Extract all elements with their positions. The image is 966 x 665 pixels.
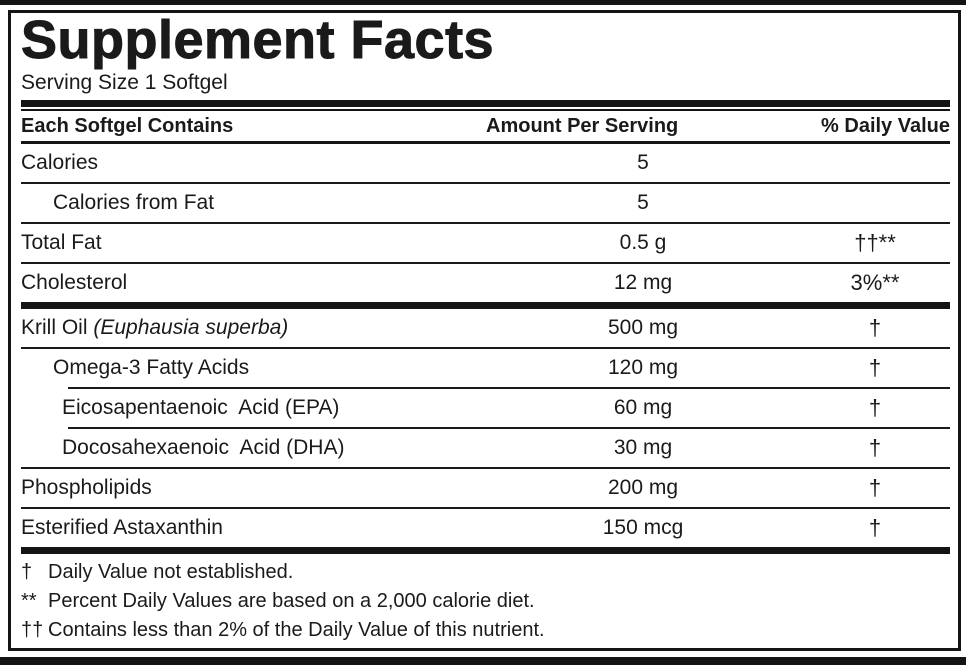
footnote-symbol: †† [21,619,44,641]
nutrient-name: Total Fat [21,231,102,254]
row-divider [21,222,950,224]
row-divider-indented [68,427,950,429]
table-row-phospholipids: Phospholipids 200 mg † [21,469,950,507]
row-divider [21,467,950,469]
thick-section-bar [21,302,950,309]
footnote-asterisks: ** Percent Daily Values are based on a 2… [21,587,950,616]
daily-value-cell: ††** [854,230,896,255]
thick-section-bar [21,547,950,554]
footnotes-section: † Daily Value not established. ** Percen… [21,554,950,645]
nutrient-name: Esterified Astaxanthin [21,516,223,539]
table-row-cholesterol: Cholesterol 12 mg 3%** [21,264,950,302]
row-divider [21,347,950,349]
footnote-text: Percent Daily Values are based on a 2,00… [48,590,535,612]
nutrient-name: Cholesterol [21,271,128,294]
table-row-calories-from-fat: Calories from Fat 5 [21,184,950,222]
column-header-contains: Each Softgel Contains [21,114,234,137]
table-row-total-fat: Total Fat 0.5 g ††** [21,224,950,262]
nutrient-name: Calories [21,151,99,174]
row-divider-indented [68,387,950,389]
table-row-krill-oil: Krill Oil (Euphausia superba) 500 mg † [21,309,950,347]
bottom-black-strip [0,657,966,665]
supplement-facts-panel: Supplement Facts Serving Size 1 Softgel … [8,10,961,651]
footnote-symbol: † [21,561,33,583]
column-header-row: Each Softgel Contains Amount Per Serving… [21,111,950,141]
nutrient-name: Docosahexaenoic Acid (DHA) [62,436,345,459]
nutrient-name: Krill Oil (Euphausia superba) [21,316,486,340]
amount-cell: 5 [637,151,649,174]
amount-cell: 200 mg [607,476,679,499]
thick-thin-divider [21,100,950,111]
table-row-omega-3: Omega-3 Fatty Acids 120 mg † [21,349,950,387]
daily-value-cell: † [868,475,882,500]
footnote-double-dagger: †† Contains less than 2% of the Daily Va… [21,616,950,645]
footnote-dagger: † Daily Value not established. [21,558,950,587]
header-divider [21,141,950,144]
nutrient-name: Eicosapentaenoic Acid (EPA) [62,396,340,419]
row-divider [21,262,950,264]
amount-cell: 500 mg [607,316,679,339]
table-row-dha: Docosahexaenoic Acid (DHA) 30 mg † [21,429,950,467]
daily-value-cell: 3%** [850,270,900,295]
panel-title: Supplement Facts [21,10,495,70]
daily-value-cell: † [868,395,882,420]
nutrient-name: Calories from Fat [53,191,215,214]
nutrient-name: Omega-3 Fatty Acids [53,356,250,379]
daily-value-cell: † [868,435,882,460]
footnote-symbol: ** [21,590,37,612]
amount-cell: 60 mg [613,396,673,419]
footnote-text: Contains less than 2% of the Daily Value… [48,619,545,641]
amount-cell: 0.5 g [619,231,667,254]
amount-cell: 150 mcg [602,516,684,539]
daily-value-cell: † [868,315,882,340]
column-header-daily-value: % Daily Value [821,114,950,137]
row-divider [21,182,950,184]
amount-cell: 30 mg [613,436,673,459]
amount-cell: 120 mg [607,356,679,379]
table-row-epa: Eicosapentaenoic Acid (EPA) 60 mg † [21,389,950,427]
nutrient-name: Phospholipids [21,476,152,499]
column-header-amount: Amount Per Serving [486,114,679,137]
serving-size-text: Serving Size 1 Softgel [21,71,228,94]
daily-value-cell: † [868,355,882,380]
daily-value-cell: † [868,515,882,540]
amount-cell: 12 mg [613,271,673,294]
row-divider [21,507,950,509]
top-black-strip [0,0,966,5]
nutrient-name-main: Krill Oil [21,316,94,339]
amount-cell: 5 [637,191,649,214]
table-row-esterified-astaxanthin: Esterified Astaxanthin 150 mcg † [21,509,950,547]
table-row-calories: Calories 5 [21,144,950,182]
footnote-text: Daily Value not established. [48,561,294,583]
nutrient-name-latin: (Euphausia superba) [93,316,289,339]
